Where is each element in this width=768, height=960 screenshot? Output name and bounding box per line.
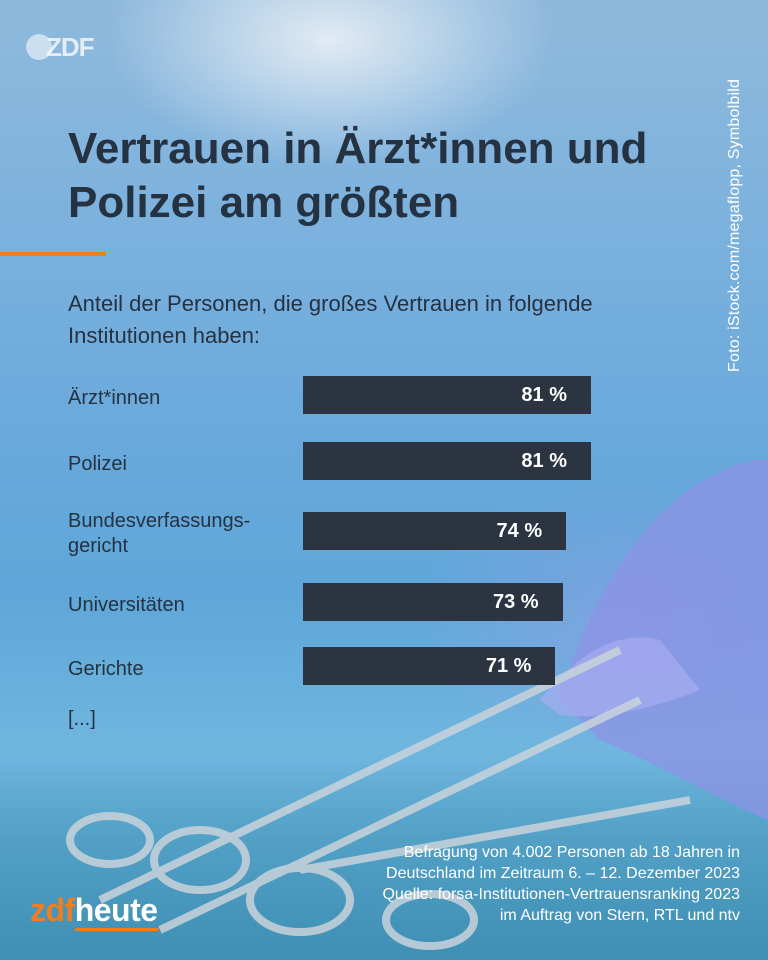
bar xyxy=(303,647,556,685)
bar xyxy=(303,442,591,480)
source-line: Befragung von 4.002 Personen ab 18 Jahre… xyxy=(403,844,740,861)
chart-title: Vertrauen in Ärzt*innen und Polizei am g… xyxy=(68,124,648,227)
logo-heute-part: heute xyxy=(74,892,158,931)
bar-value-label: 73 % xyxy=(492,591,539,613)
source-line: Deutschland im Zeitraum 6. – 12. Dezembe… xyxy=(386,865,740,882)
category-label: Polizei xyxy=(68,453,127,475)
zdf-logo: ZDF xyxy=(26,30,106,64)
bar-value-label: 71 % xyxy=(485,655,532,677)
source-note: Befragung von 4.002 Personen ab 18 Jahre… xyxy=(382,842,740,926)
bar xyxy=(303,583,563,621)
zdfheute-logo: zdfheute xyxy=(30,892,158,931)
category-label: Universitäten xyxy=(68,594,185,616)
bar-value-label: 74 % xyxy=(496,520,543,542)
zdf-logo-ring-icon xyxy=(26,34,52,60)
photo-credit: Foto: iStock.com/megaflopp, Symbolbild xyxy=(726,78,743,372)
truncation-note: [...] xyxy=(68,708,96,730)
logo-zdf-part: zdf xyxy=(30,892,75,928)
category-label: Bundesverfassungs-gericht xyxy=(68,510,251,557)
bar xyxy=(303,512,567,550)
category-label: Gerichte xyxy=(68,658,144,680)
category-label: Ärzt*innen xyxy=(68,387,161,409)
bar-value-label: 81 % xyxy=(521,384,567,406)
source-line: Quelle: forsa-Institutionen-Vertrauensra… xyxy=(382,886,740,903)
title-accent-line xyxy=(0,252,106,256)
chart-subtitle: Anteil der Personen, die großes Vertraue… xyxy=(68,291,593,348)
bar-value-label: 81 % xyxy=(521,450,567,472)
source-line: im Auftrag von Stern, RTL und ntv xyxy=(499,907,740,924)
bar xyxy=(303,376,591,414)
